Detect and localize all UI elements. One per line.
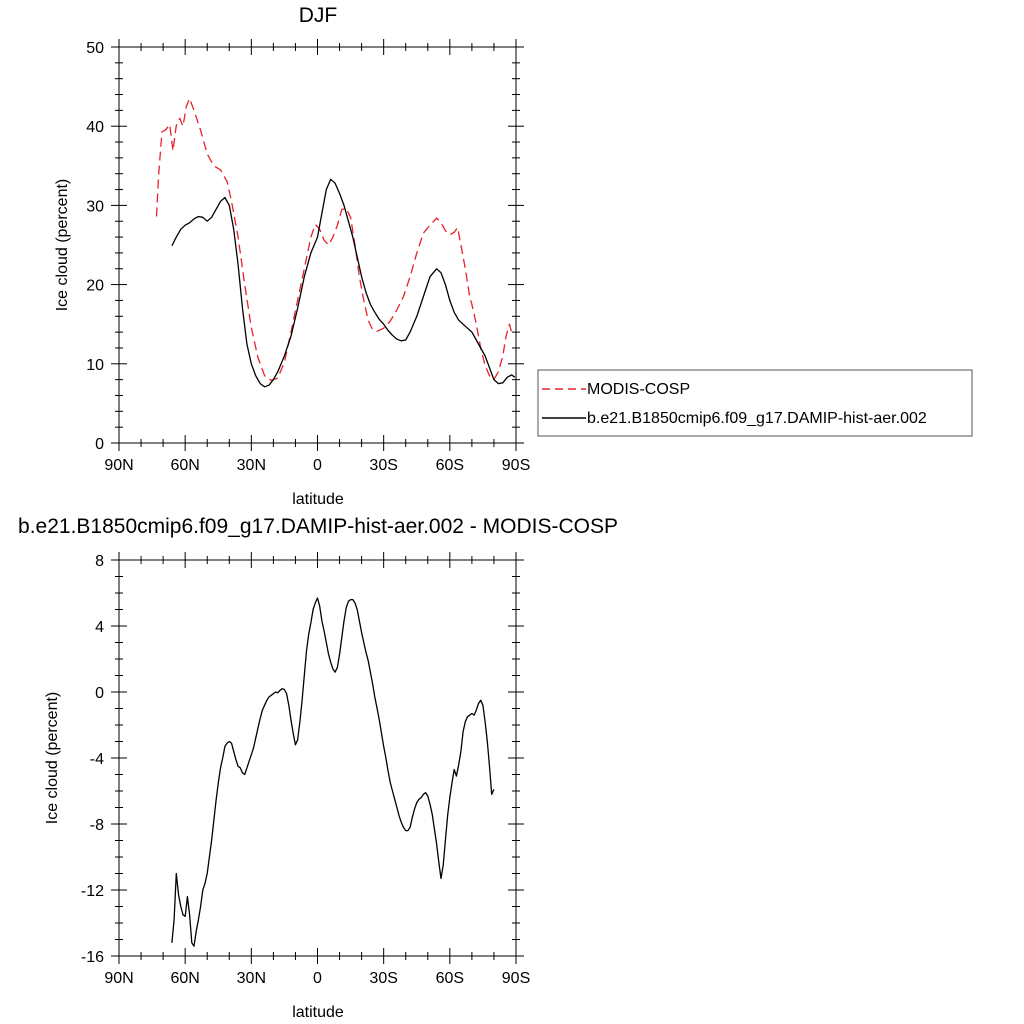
x-tick-label: 90S (502, 457, 530, 474)
x-tick-labels: 90N 60N 30N 0 30S 60S 90S (104, 457, 530, 474)
series-line-model (171, 178, 516, 388)
y-tick-label: 0 (95, 436, 104, 453)
y-tick-label: -4 (90, 751, 104, 768)
y-axis-label: Ice cloud (percent) (54, 179, 71, 312)
y-tick-label: -16 (81, 949, 104, 966)
x-tick-label: 30S (369, 457, 397, 474)
ice-cloud-difference-panel: b.e21.B1850cmip6.f09_g17.DAMIP-hist-aer.… (18, 515, 618, 1021)
y-tick-label: 50 (86, 40, 104, 57)
tick-marks (111, 552, 524, 964)
y-axis-label: Ice cloud (percent) (44, 692, 61, 825)
legend-box (537, 369, 973, 437)
y-tick-label: -12 (81, 883, 104, 900)
x-tick-label: 90S (502, 970, 530, 987)
y-tick-label: 4 (95, 619, 104, 636)
y-tick-label: 0 (95, 685, 104, 702)
series-lines (155, 97, 516, 388)
x-tick-label: 0 (313, 457, 322, 474)
y-tick-label: 8 (95, 553, 104, 570)
x-axis-label: latitude (292, 1004, 344, 1021)
y-tick-label: 10 (86, 357, 104, 374)
x-tick-label: 60S (436, 970, 464, 987)
x-tick-label: 60S (436, 457, 464, 474)
y-tick-labels: -16 -12 -8 -4 0 4 8 (81, 553, 104, 966)
ice-cloud-djf-panel: DJF 90N 60N 30N 0 30S 60S 90S 0 10 20 30 40 50 lati… (54, 4, 973, 508)
x-axis-label: latitude (292, 491, 344, 508)
x-tick-label: 90N (104, 457, 133, 474)
legend-label-modis: MODIS-COSP (587, 381, 690, 398)
x-tick-label: 90N (104, 970, 133, 987)
series-line-model (171, 597, 495, 947)
x-tick-label: 30N (237, 970, 266, 987)
x-tick-label: 60N (170, 970, 199, 987)
tick-marks (111, 39, 524, 451)
x-tick-label: 0 (313, 970, 322, 987)
y-tick-label: -8 (90, 817, 104, 834)
x-tick-label: 30N (237, 457, 266, 474)
y-tick-label: 30 (86, 198, 104, 215)
x-tick-label: 30S (369, 970, 397, 987)
x-tick-label: 60N (170, 457, 199, 474)
chart-title: b.e21.B1850cmip6.f09_g17.DAMIP-hist-aer.… (18, 515, 618, 538)
chart-title: DJF (299, 4, 338, 27)
y-tick-label: 40 (86, 119, 104, 136)
x-tick-labels: 90N 60N 30N 0 30S 60S 90S (104, 970, 530, 987)
y-tick-label: 20 (86, 278, 104, 295)
legend-label-model: b.e21.B1850cmip6.f09_g17.DAMIP-hist-aer.… (587, 410, 927, 427)
y-tick-labels: 0 10 20 30 40 50 (86, 40, 104, 453)
legend: MODIS-COSP b.e21.B1850cmip6.f09_g17.DAMI… (537, 369, 973, 437)
series-line-modis (155, 97, 513, 382)
series-lines (171, 597, 495, 947)
